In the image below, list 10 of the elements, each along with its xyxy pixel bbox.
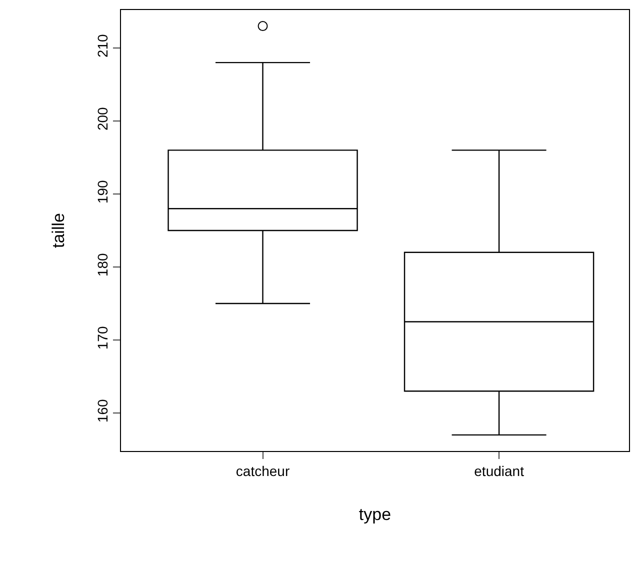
y-tick-label: 170 <box>94 326 110 350</box>
x-tick-label: catcheur <box>236 462 290 479</box>
y-tick-label: 200 <box>94 106 110 131</box>
y-tick-label: 160 <box>94 399 110 423</box>
y-tick-label: 190 <box>94 180 110 204</box>
x-axis-title: type <box>358 505 392 524</box>
x-tick-label: etudiant <box>474 462 524 479</box>
y-tick-label: 180 <box>94 253 110 277</box>
y-axis-title: taille <box>48 213 68 248</box>
y-tick-label: 210 <box>94 34 110 58</box>
